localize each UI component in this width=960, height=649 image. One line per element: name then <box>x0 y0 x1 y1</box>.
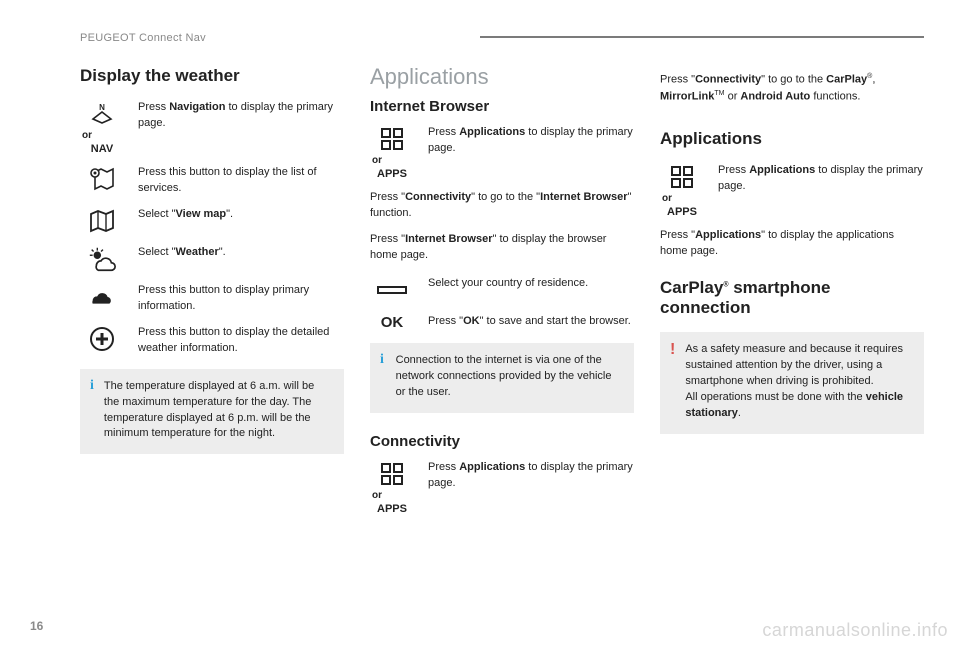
info-icon-2: i <box>380 353 386 367</box>
apps-text-label-2: APPS <box>377 503 407 515</box>
header-label: PEUGEOT Connect Nav <box>80 32 206 44</box>
nav-instruction: Press Navigation to display the primary … <box>138 100 344 132</box>
page-number: 16 <box>30 619 43 633</box>
header-rule <box>480 36 924 38</box>
conn2-instruction: Press Applications to display the primar… <box>428 460 634 492</box>
or-label-2: or <box>370 155 382 166</box>
connectivity-head: Connectivity <box>370 433 634 450</box>
input-bar-icon <box>377 276 407 304</box>
apps-grid-icon-2 <box>377 460 407 488</box>
info-icon: i <box>90 379 94 393</box>
apps-instruction: Press Applications to display the primar… <box>428 125 634 157</box>
apps-grid-icon-3 <box>667 163 697 191</box>
apps3-instruction: Press Applications to display the primar… <box>718 163 924 195</box>
viewmap-icon-cell <box>80 207 124 235</box>
apps-icon-group-2: or APPS <box>370 460 414 515</box>
applications-head-2: Applications <box>660 129 924 149</box>
sun-cloud-icon <box>87 245 117 273</box>
apps-grid-icon <box>377 125 407 153</box>
safety-warning-text: As a safety measure and because it requi… <box>685 342 912 422</box>
browser-line: Press "Internet Browser" to display the … <box>370 232 634 264</box>
watermark: carmanualsonline.info <box>762 620 948 641</box>
applications-head: Applications <box>370 64 634 90</box>
services-text: Press this button to display the list of… <box>138 165 344 197</box>
map-icon <box>87 207 117 235</box>
warning-icon: ! <box>670 342 675 358</box>
carplay-head: CarPlay® smartphone connection <box>660 278 924 318</box>
cloud-icon-cell <box>80 283 124 311</box>
plus-icon-cell <box>80 325 124 353</box>
apps-text-label: APPS <box>377 168 407 180</box>
ok-text: Press "OK" to save and start the browser… <box>428 314 631 330</box>
top-connectivity-line: Press "Connectivity" to go to the CarPla… <box>660 72 924 105</box>
internet-browser-head: Internet Browser <box>370 98 634 115</box>
temperature-info-box: i The temperature displayed at 6 a.m. wi… <box>80 369 344 455</box>
apps-icon-group-3: or APPS <box>660 163 704 218</box>
svg-text:N: N <box>99 103 105 112</box>
viewmap-text: Select "View map". <box>138 207 233 223</box>
services-icon-cell <box>80 165 124 193</box>
apps-home-line: Press "Applications" to display the appl… <box>660 228 924 260</box>
ok-icon-cell: OK <box>370 314 414 331</box>
gear-map-icon <box>87 165 117 193</box>
column-1: Display the weather N or NAV Press Navig… <box>80 58 344 525</box>
primary-info-text: Press this button to display primary inf… <box>138 283 344 315</box>
weather-title: Display the weather <box>80 66 344 86</box>
internet-info-box: i Connection to the internet is via one … <box>370 343 634 413</box>
internet-info-text: Connection to the internet is via one of… <box>396 353 622 401</box>
country-icon-cell <box>370 276 414 304</box>
weather-icon-cell <box>80 245 124 273</box>
apps-text-label-3: APPS <box>667 206 697 218</box>
compass-icon: N <box>87 100 117 128</box>
weather-text: Select "Weather". <box>138 245 226 261</box>
column-3: Press "Connectivity" to go to the CarPla… <box>660 58 924 525</box>
or-label: or <box>80 130 92 141</box>
safety-warning-box: ! As a safety measure and because it req… <box>660 332 924 434</box>
or-label-4: or <box>660 193 672 204</box>
detail-info-text: Press this button to display the detaile… <box>138 325 344 357</box>
column-2: Applications Internet Browser or APPS <box>370 58 634 525</box>
country-text: Select your country of residence. <box>428 276 588 292</box>
ok-icon: OK <box>381 314 404 331</box>
nav-icon-group: N or NAV <box>80 100 124 155</box>
or-label-3: or <box>370 490 382 501</box>
apps-icon-group: or APPS <box>370 125 414 180</box>
connectivity-line: Press "Connectivity" to go to the "Inter… <box>370 190 634 222</box>
temperature-info-text: The temperature displayed at 6 a.m. will… <box>104 379 332 443</box>
plus-circle-icon <box>87 325 117 353</box>
nav-text-label: NAV <box>91 143 113 155</box>
cloud-icon <box>87 283 117 311</box>
